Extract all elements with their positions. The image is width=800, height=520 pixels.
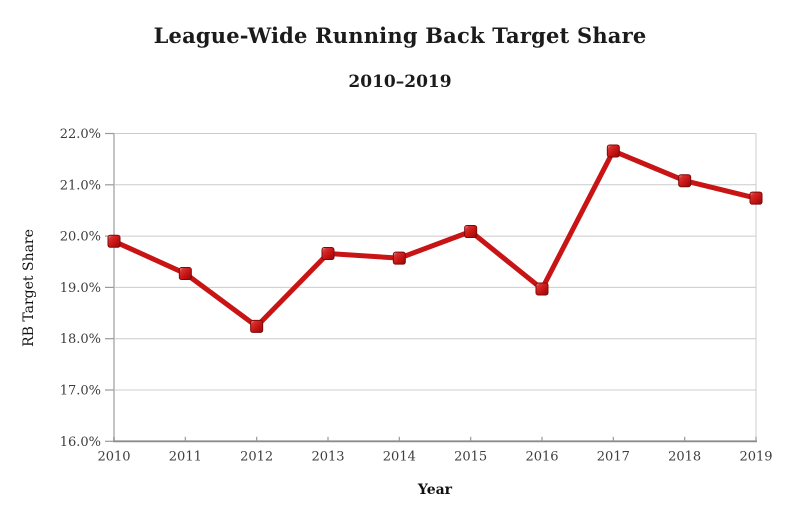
data-point-marker xyxy=(678,174,692,188)
y-tick-label: 22.0% xyxy=(60,127,101,142)
data-point-marker xyxy=(606,144,620,158)
data-point-marker xyxy=(535,282,549,296)
x-tick-label: 2015 xyxy=(454,449,487,464)
data-point-marker xyxy=(321,247,335,261)
tick-labels: 16.0% 17.0% 18.0% 19.0% 20.0% 21.0% 22.0% 2010 2… xyxy=(60,127,773,464)
y-tick-label: 20.0% xyxy=(60,230,101,245)
x-tick-label: 2016 xyxy=(525,449,558,464)
data-point-marker xyxy=(250,319,264,333)
x-tick-label: 2018 xyxy=(668,449,701,464)
y-tick-label: 16.0% xyxy=(60,435,101,450)
data-point-marker xyxy=(178,267,192,281)
x-axis-title: Year xyxy=(417,482,453,498)
x-tick-label: 2019 xyxy=(739,449,772,464)
data-point-marker xyxy=(749,191,763,205)
y-tick-label: 17.0% xyxy=(60,384,101,399)
x-tick-label: 2011 xyxy=(169,449,202,464)
data-point-marker xyxy=(107,234,121,248)
data-series xyxy=(107,144,763,333)
x-tick-label: 2012 xyxy=(240,449,273,464)
data-point-marker xyxy=(392,251,406,265)
y-tick-label: 18.0% xyxy=(60,332,101,347)
chart-subtitle: 2010–2019 xyxy=(348,72,452,92)
x-tick-label: 2014 xyxy=(383,449,416,464)
axis-ticks xyxy=(105,132,757,442)
x-tick-label: 2010 xyxy=(97,449,130,464)
gridlines xyxy=(114,133,756,391)
x-tick-label: 2013 xyxy=(311,449,344,464)
y-tick-label: 21.0% xyxy=(60,178,101,193)
x-tick-label: 2017 xyxy=(597,449,630,464)
chart-title: League-Wide Running Back Target Share xyxy=(153,23,647,48)
series-line xyxy=(111,148,759,329)
y-tick-label: 19.0% xyxy=(60,281,101,296)
data-point-marker xyxy=(464,224,478,238)
